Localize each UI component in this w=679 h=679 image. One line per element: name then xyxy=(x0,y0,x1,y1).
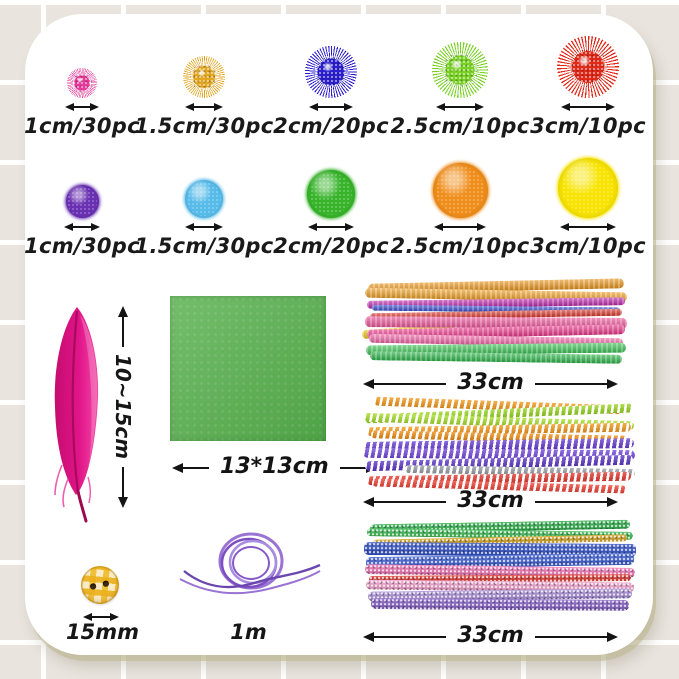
bundle3-length-label: 33cm xyxy=(457,623,524,648)
glitter-pom-gold xyxy=(183,56,225,98)
pom-orange xyxy=(432,163,488,218)
button-dimension xyxy=(83,613,119,621)
feather-length-dimension: 10~15cm xyxy=(110,306,136,508)
bundle3-length-dimension: 33cm xyxy=(363,623,618,649)
dimension-arrow xyxy=(185,103,223,111)
dimension-arrow xyxy=(561,103,615,111)
pom-size-label: 3cm/10pc xyxy=(530,114,646,138)
pom-cell-plain-2cm: 2cm/20pc xyxy=(266,156,396,258)
pom-cell-glitter-3cm: 3cm/10pc xyxy=(523,36,653,138)
dimension-arrow xyxy=(65,103,99,111)
glitter-pom-blue xyxy=(305,46,357,98)
pom-size-label: 2cm/20pc xyxy=(273,114,389,138)
button-hole xyxy=(102,580,109,587)
pom-purple xyxy=(65,185,99,218)
pipe-cleaner-bundle-striped xyxy=(357,396,641,494)
arrow-down-icon xyxy=(118,497,128,508)
dimension-arrow xyxy=(436,103,484,111)
pom-size-label: 2cm/20pc xyxy=(273,234,389,258)
dimension-arrow xyxy=(434,223,486,231)
pom-size-label: 3cm/10pc xyxy=(530,234,646,258)
bundle2-length-dimension: 33cm xyxy=(363,488,618,514)
pom-size-label: 1.5cm/30pc xyxy=(134,114,274,138)
felt-square xyxy=(170,296,326,441)
feather-length-label: 10~15cm xyxy=(111,354,135,460)
feather-image xyxy=(54,307,99,523)
arrow-up-icon xyxy=(118,306,128,317)
cord-length-label: 1m xyxy=(230,620,267,644)
pom-cell-glitter-2cm: 2cm/20pc xyxy=(266,40,396,138)
glitter-pom-green xyxy=(432,42,488,98)
dimension-arrow xyxy=(560,223,616,231)
pom-cell-glitter-1cm: 1cm/30pc xyxy=(17,40,147,138)
pom-cell-plain-1-5cm: 1.5cm/30pc xyxy=(135,156,273,258)
bundle1-length-label: 33cm xyxy=(457,370,524,395)
dimension-arrow xyxy=(185,223,223,231)
pom-yellow xyxy=(558,158,618,218)
pom-size-label: 2.5cm/10pc xyxy=(390,234,530,258)
pom-lightblue xyxy=(185,180,223,218)
pom-cell-glitter-2-5cm: 2.5cm/10pc xyxy=(391,40,529,138)
glitter-pom-red xyxy=(557,36,619,98)
glitter-pom-pink xyxy=(67,68,97,98)
pom-cell-plain-1cm: 1cm/30pc xyxy=(17,156,147,258)
cord-image xyxy=(179,532,321,595)
pipe-cleaner-bundle-solid xyxy=(361,278,630,374)
pipe-cleaner-bundle-glitter xyxy=(357,519,642,623)
bundle1-length-dimension: 33cm xyxy=(363,370,618,396)
dimension-arrow xyxy=(64,223,100,231)
pom-size-label: 2.5cm/10pc xyxy=(390,114,530,138)
felt-size-label: 13*13cm xyxy=(220,454,329,479)
pom-green xyxy=(307,170,355,218)
felt-square-dimension: 13*13cm xyxy=(172,454,377,480)
pom-size-label: 1cm/30pc xyxy=(24,114,140,138)
pom-cell-plain-2-5cm: 2.5cm/10pc xyxy=(391,156,529,258)
dimension-arrow xyxy=(309,103,353,111)
bundle2-length-label: 33cm xyxy=(457,488,524,513)
pom-cell-plain-3cm: 3cm/10pc xyxy=(523,156,653,258)
pom-size-label: 1cm/30pc xyxy=(24,234,140,258)
dimension-arrow xyxy=(308,223,354,231)
button-size-label: 15mm xyxy=(66,620,139,644)
button-hole xyxy=(89,583,97,590)
pom-size-label: 1.5cm/30pc xyxy=(134,234,274,258)
pom-cell-glitter-1-5cm: 1.5cm/30pc xyxy=(135,40,273,138)
